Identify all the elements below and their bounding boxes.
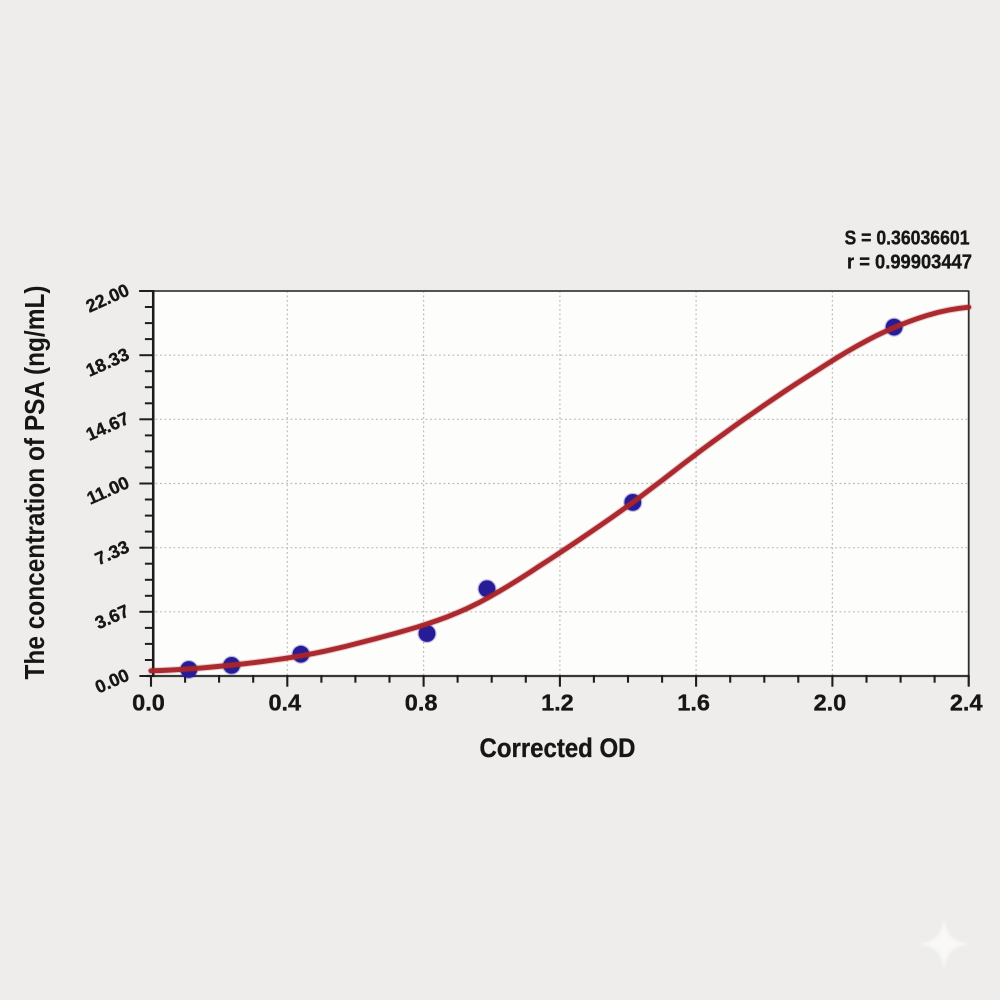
svg-text:2.4: 2.4: [950, 690, 983, 716]
svg-text:1.2: 1.2: [541, 690, 574, 716]
svg-text:r = 0.99903447: r = 0.99903447: [847, 252, 972, 274]
svg-text:14.67: 14.67: [83, 408, 132, 445]
svg-text:Corrected OD: Corrected OD: [480, 733, 636, 763]
svg-text:0.8: 0.8: [405, 690, 438, 716]
svg-text:The concentration of PSA (ng/m: The concentration of PSA (ng/mL): [19, 286, 50, 680]
svg-text:7.33: 7.33: [92, 537, 132, 570]
svg-text:0.0: 0.0: [132, 690, 165, 716]
svg-text:S = 0.36036601: S = 0.36036601: [845, 228, 970, 250]
svg-text:11.00: 11.00: [84, 472, 132, 508]
svg-text:2.0: 2.0: [814, 690, 847, 716]
svg-text:22.00: 22.00: [83, 280, 132, 317]
svg-text:0.00: 0.00: [92, 665, 132, 698]
svg-text:1.6: 1.6: [677, 690, 710, 716]
svg-text:18.33: 18.33: [83, 344, 132, 381]
svg-text:0.4: 0.4: [268, 690, 301, 716]
svg-text:3.67: 3.67: [92, 601, 132, 634]
